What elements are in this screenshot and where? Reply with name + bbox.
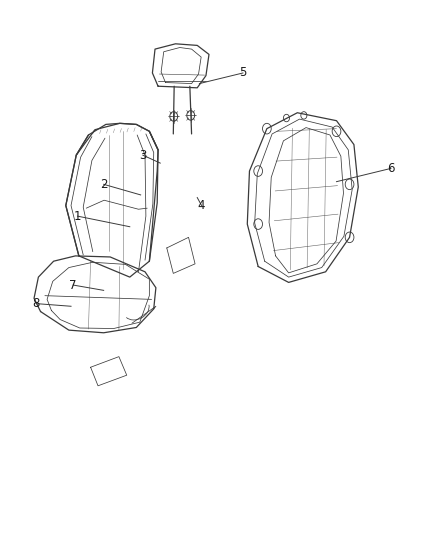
Text: 2: 2 bbox=[100, 178, 107, 191]
Text: 6: 6 bbox=[387, 162, 395, 175]
Text: 7: 7 bbox=[70, 279, 77, 292]
Text: 8: 8 bbox=[32, 297, 40, 310]
Text: 1: 1 bbox=[74, 209, 81, 223]
Text: 3: 3 bbox=[139, 149, 147, 161]
Text: 5: 5 bbox=[239, 67, 247, 79]
Text: 4: 4 bbox=[198, 199, 205, 212]
